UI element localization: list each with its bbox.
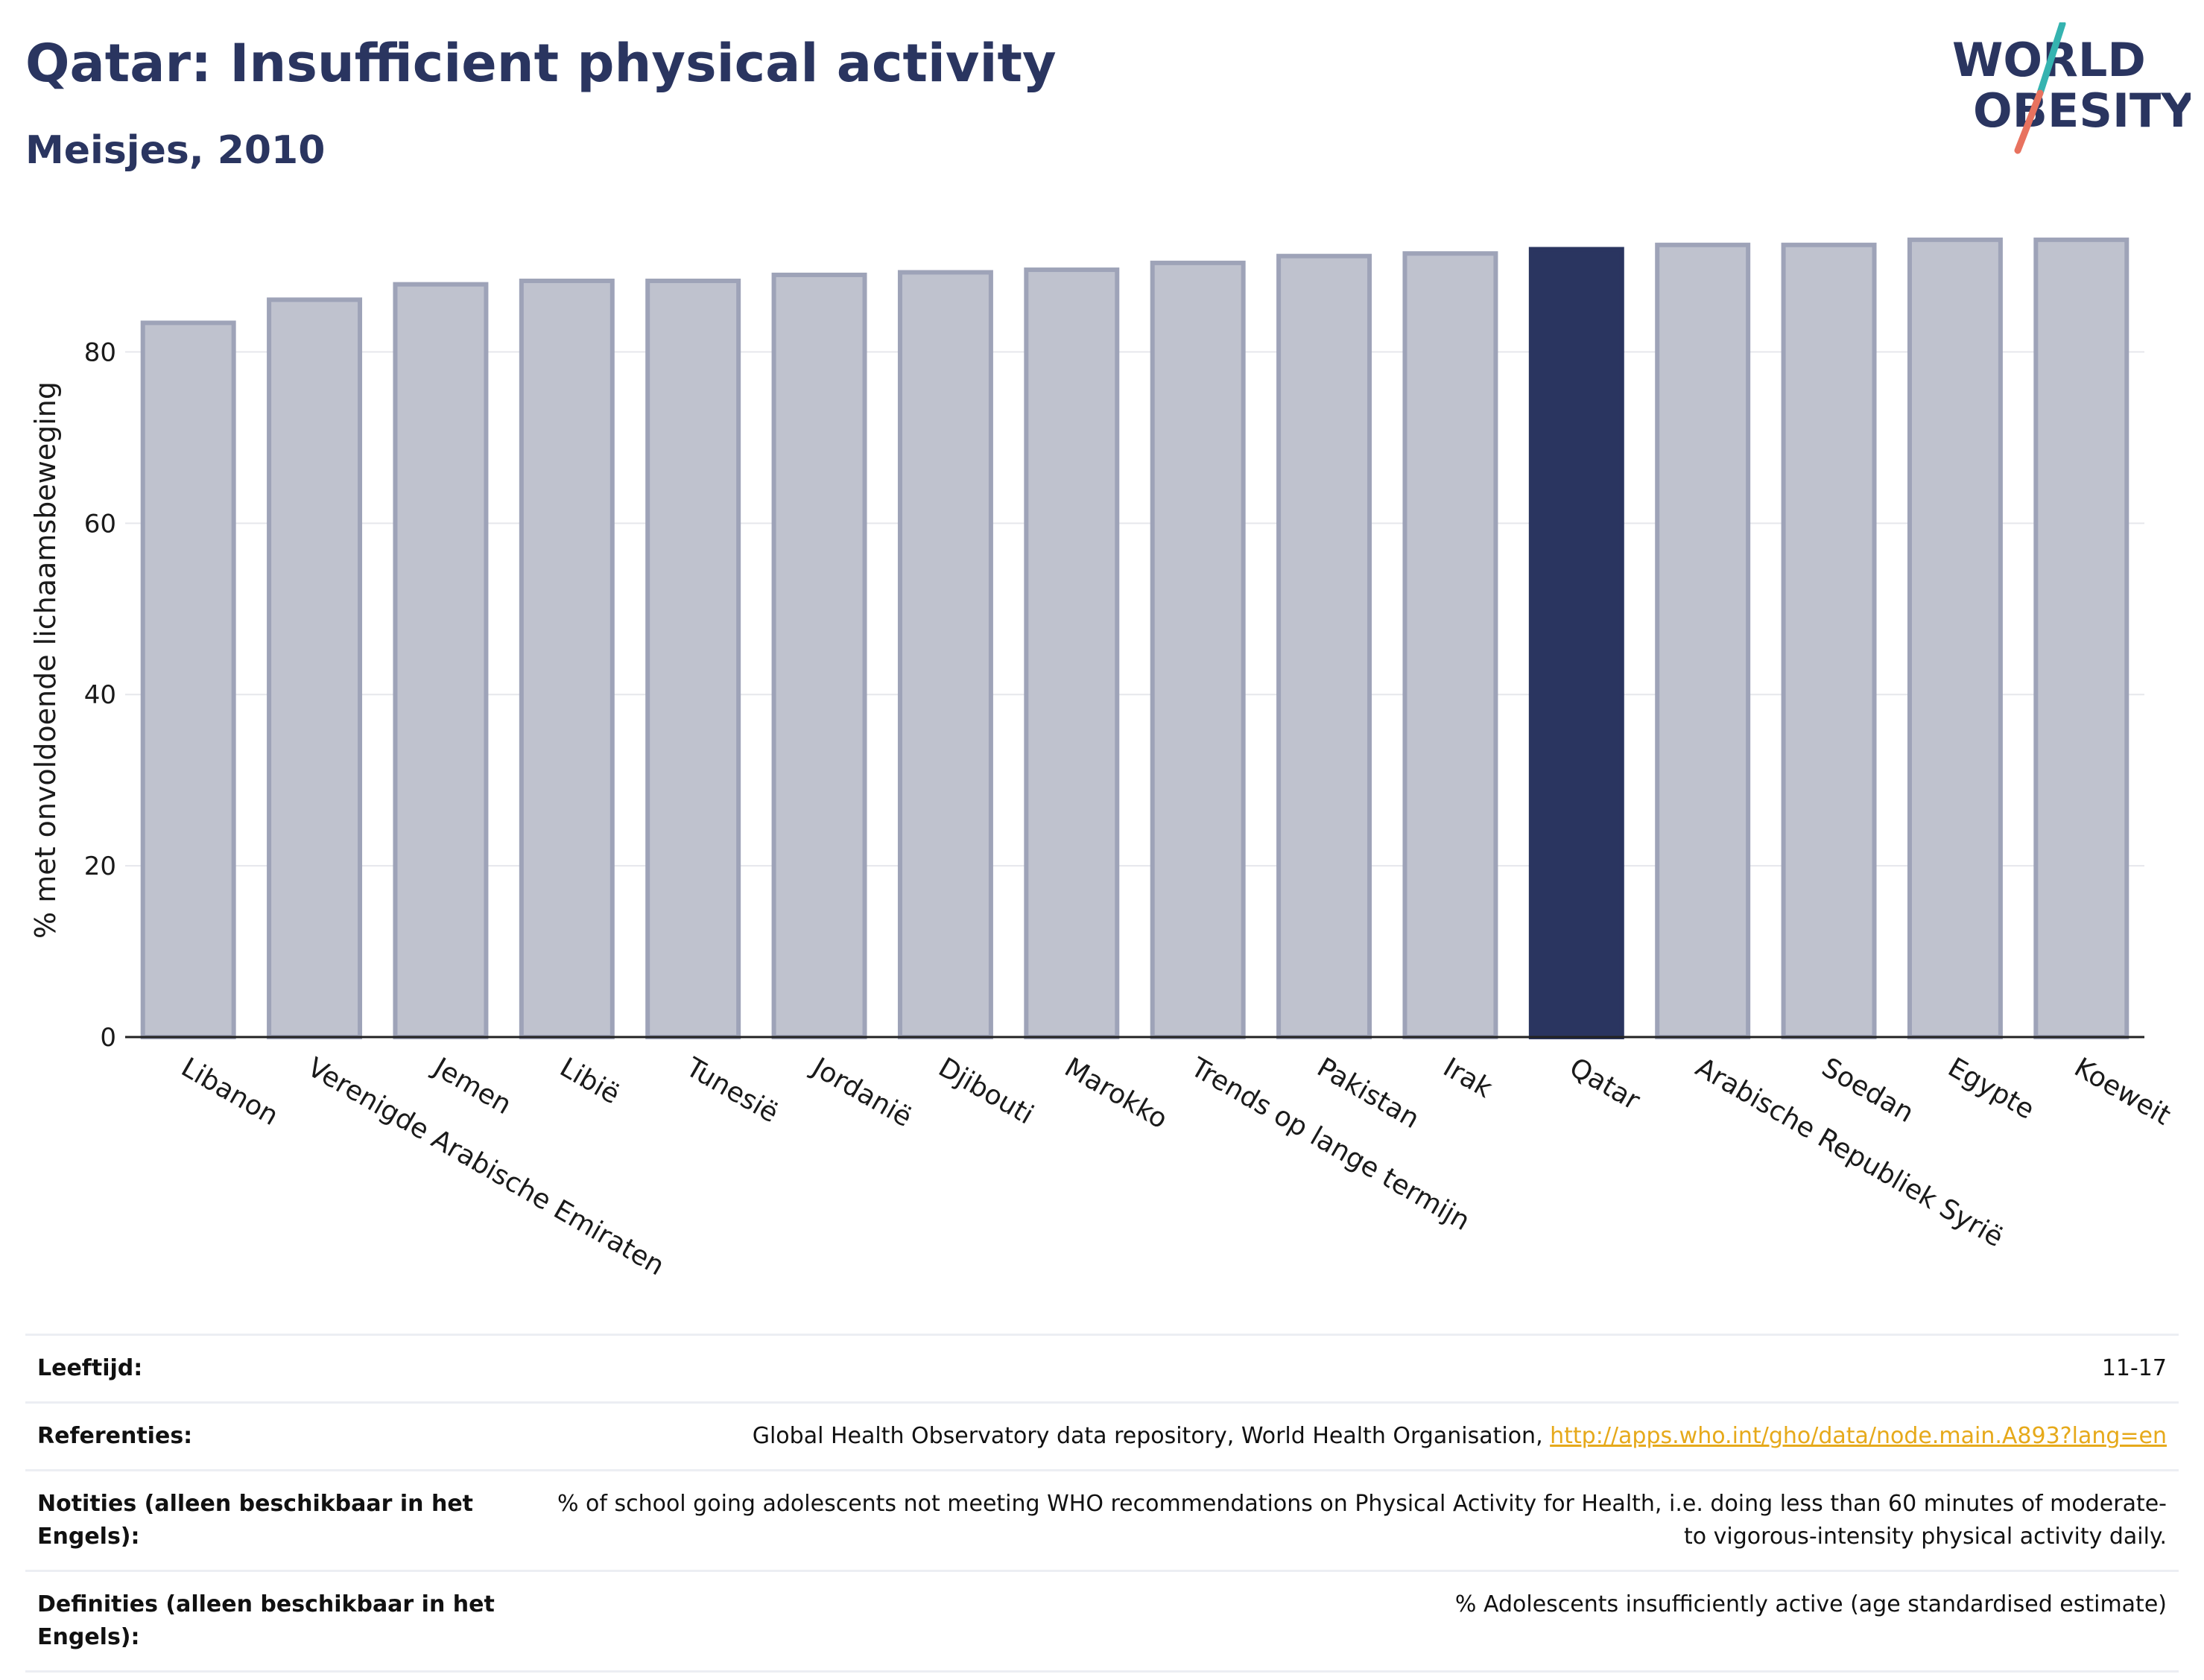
x-tick-label: Libanon: [176, 1052, 283, 1132]
x-tick-label: Libië: [554, 1052, 624, 1110]
x-tick-label: Egypte: [1942, 1052, 2039, 1126]
x-tick-label: Tunesië: [680, 1052, 783, 1129]
bars-group: [140, 237, 2129, 1040]
info-row-notes: Notities (alleen beschikbaar in het Enge…: [25, 1469, 2179, 1570]
x-tick-label: Pakistan: [1312, 1052, 1425, 1135]
bar: [1276, 253, 1372, 1039]
y-tick-label: 60: [84, 509, 116, 539]
logo-slash-teal: [2036, 22, 2066, 97]
bar: [897, 270, 993, 1039]
y-tick-label: 40: [84, 680, 116, 710]
age-value: 11-17: [2101, 1355, 2167, 1381]
logo-obesity-text: OBESITY: [1973, 83, 2191, 138]
x-tick-label: Soedan: [1817, 1052, 1919, 1129]
bar: [2033, 237, 2129, 1040]
bar: [393, 282, 489, 1040]
x-tick-label: Qatar: [1564, 1052, 1644, 1116]
bar: [1024, 267, 1120, 1040]
x-tick-label: Jordanië: [805, 1051, 916, 1133]
y-tick-labels: 0 20 40 60 80: [84, 337, 116, 1053]
bar-chart: 0 20 40 60 80 Libanon Verenigde Arabische Emi…: [29, 237, 2176, 1281]
bar: [519, 279, 615, 1040]
bar: [771, 272, 867, 1039]
y-tick-label: 20: [84, 852, 116, 881]
bar: [140, 320, 236, 1040]
chart-title: Qatar: Insufficient physical activity: [25, 33, 1057, 94]
bar: [267, 297, 363, 1039]
x-tick-label: Marokko: [1060, 1052, 1173, 1135]
x-tick-label: Irak: [1438, 1052, 1498, 1104]
y-tick-label: 80: [84, 337, 116, 367]
references-text: Global Health Observatory data repositor…: [752, 1423, 1551, 1449]
definitions-label: Definities (alleen beschikbaar in het En…: [37, 1591, 495, 1650]
info-row-definitions: Definities (alleen beschikbaar in het En…: [25, 1570, 2179, 1673]
references-value: Global Health Observatory data repositor…: [499, 1420, 2167, 1453]
references-link[interactable]: http://apps.who.int/gho/data/node.main.A…: [1550, 1423, 2167, 1449]
references-label: Referenties:: [37, 1423, 193, 1449]
bar: [1655, 242, 1751, 1040]
notes-label: Notities (alleen beschikbaar in het Enge…: [37, 1491, 474, 1550]
bar: [1907, 237, 2003, 1040]
x-tick-label: Jemen: [427, 1051, 516, 1120]
chart-subtitle: Meisjes, 2010: [25, 128, 326, 173]
y-axis-label: % met onvoldoende lichaamsbeweging: [29, 381, 62, 939]
y-tick-label: 0: [100, 1023, 116, 1053]
bar: [1150, 260, 1246, 1040]
x-tick-label: Djibouti: [933, 1052, 1038, 1130]
logo-slash-coral: [2014, 89, 2044, 154]
age-label: Leeftijd:: [37, 1355, 143, 1381]
bar: [1781, 242, 1877, 1040]
info-row-references: Referenties: Global Health Observatory d…: [25, 1401, 2179, 1469]
notes-value: % of school going adolescents not meetin…: [557, 1491, 2167, 1550]
world-obesity-logo: WORLD OBESITY: [1952, 22, 2191, 154]
definitions-value: % Adolescents insufficiently active (age…: [1454, 1591, 2167, 1617]
bar: [645, 279, 741, 1040]
bar: [1402, 251, 1498, 1039]
bar-highlight: [1528, 247, 1624, 1039]
info-table: Leeftijd: 11-17 Referenties: Global Heal…: [25, 1334, 2179, 1673]
info-row-age: Leeftijd: 11-17: [25, 1334, 2179, 1401]
x-tick-labels: Libanon Verenigde Arabische EmiratenJemen…: [176, 1051, 2176, 1281]
x-tick-label: Koeweit: [2069, 1052, 2176, 1131]
